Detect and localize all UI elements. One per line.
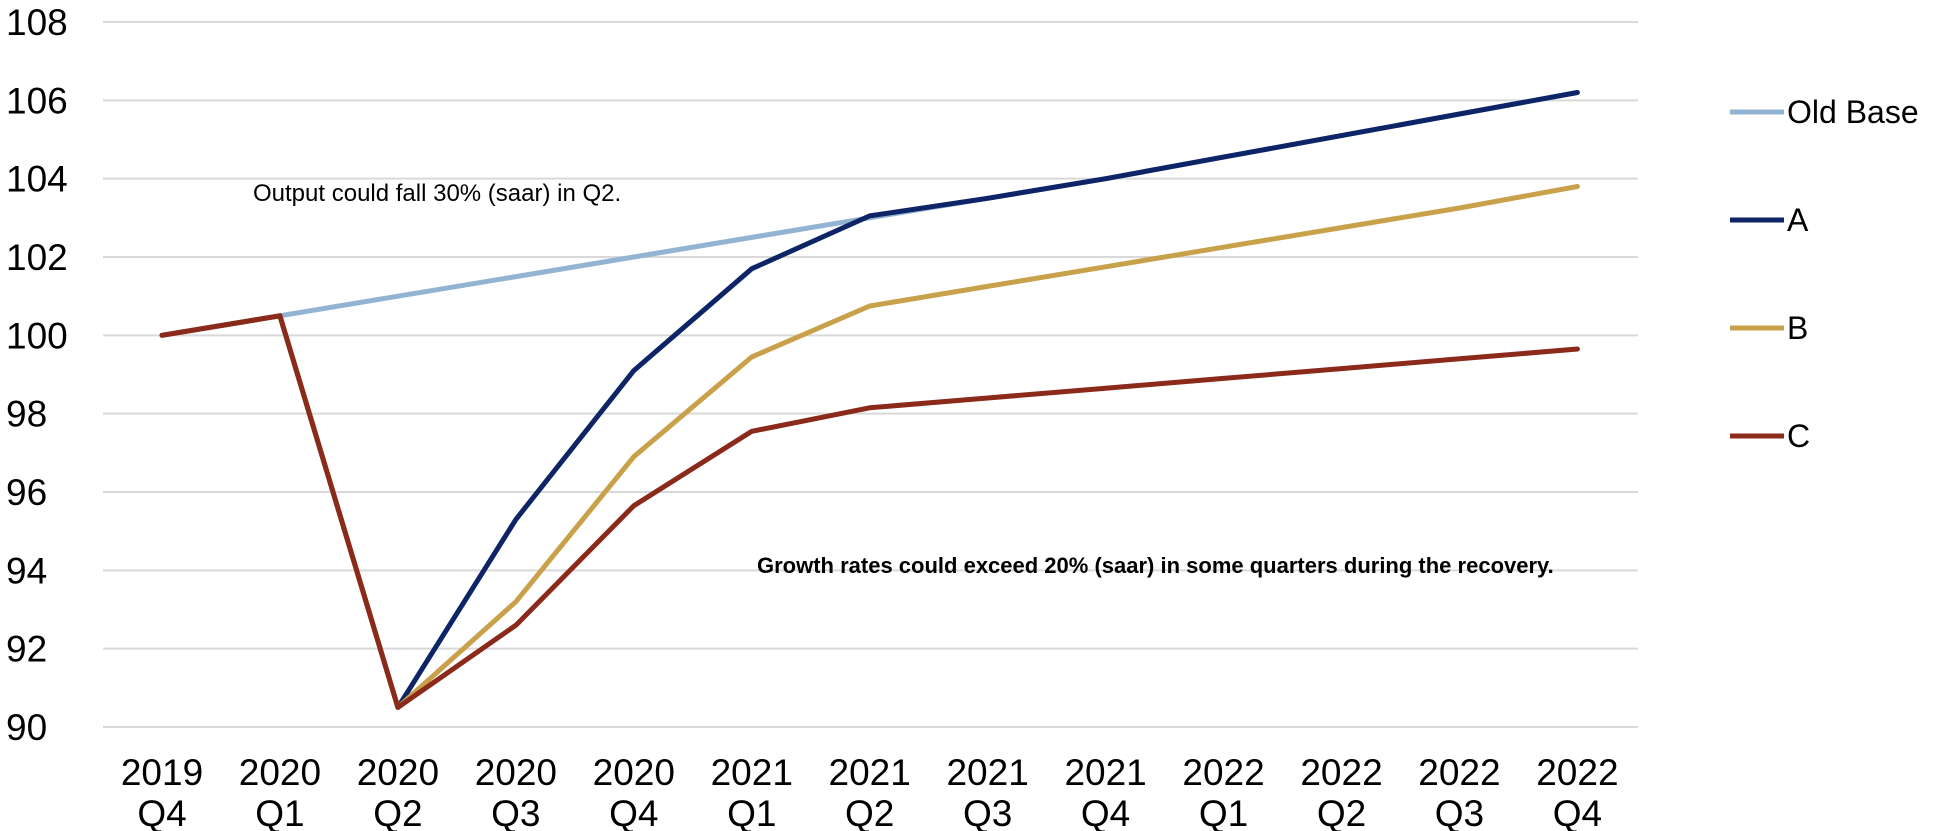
series-lines bbox=[159, 90, 1580, 710]
x-tick-label-year: 2020 bbox=[239, 752, 321, 793]
x-tick-label-quarter: Q4 bbox=[609, 793, 658, 831]
x-tick-label-quarter: Q4 bbox=[137, 793, 186, 831]
x-tick-label-year: 2020 bbox=[475, 752, 557, 793]
x-tick-label-quarter: Q2 bbox=[845, 793, 894, 831]
series-line-c bbox=[159, 313, 1580, 710]
x-tick-label-quarter: Q1 bbox=[727, 793, 776, 831]
y-tick-label: 94 bbox=[6, 550, 47, 591]
x-tick-label-quarter: Q3 bbox=[491, 793, 540, 831]
x-tick-label-year: 2019 bbox=[121, 752, 203, 793]
annotation-growth-rates: Growth rates could exceed 20% (saar) in … bbox=[757, 553, 1554, 578]
x-tick-label-quarter: Q2 bbox=[1317, 793, 1366, 831]
x-axis-ticks: 2019Q42020Q12020Q22020Q32020Q42021Q12021… bbox=[121, 752, 1619, 831]
y-tick-label: 96 bbox=[6, 472, 47, 513]
x-tick-label-quarter: Q4 bbox=[1553, 793, 1602, 831]
x-tick-label-year: 2020 bbox=[593, 752, 675, 793]
x-tick-label-year: 2021 bbox=[946, 752, 1028, 793]
x-tick-label-quarter: Q2 bbox=[373, 793, 422, 831]
x-tick-label-year: 2021 bbox=[829, 752, 911, 793]
y-tick-label: 100 bbox=[6, 315, 68, 356]
x-tick-label-year: 2021 bbox=[1064, 752, 1146, 793]
x-tick-label-quarter: Q1 bbox=[255, 793, 304, 831]
x-tick-label-quarter: Q4 bbox=[1081, 793, 1130, 831]
y-tick-label: 90 bbox=[6, 707, 47, 748]
y-tick-label: 92 bbox=[6, 629, 47, 670]
legend-label: Old Base bbox=[1787, 94, 1919, 130]
x-tick-label-year: 2022 bbox=[1536, 752, 1618, 793]
x-tick-label-year: 2022 bbox=[1418, 752, 1500, 793]
gridlines bbox=[103, 21, 1638, 728]
x-tick-label-year: 2022 bbox=[1300, 752, 1382, 793]
legend-label: A bbox=[1787, 202, 1809, 238]
y-tick-label: 98 bbox=[6, 394, 47, 435]
y-axis-ticks: 90 92 94 96 98 100 102 104 106 108 bbox=[6, 2, 68, 748]
y-tick-label: 104 bbox=[6, 159, 68, 200]
x-tick-label-year: 2020 bbox=[357, 752, 439, 793]
x-tick-label-quarter: Q3 bbox=[1435, 793, 1484, 831]
legend-label: C bbox=[1787, 418, 1810, 454]
x-tick-label-year: 2021 bbox=[711, 752, 793, 793]
legend-label: B bbox=[1787, 310, 1808, 346]
y-tick-label: 108 bbox=[6, 2, 68, 43]
annotation-output-fall: Output could fall 30% (saar) in Q2. bbox=[253, 180, 621, 207]
y-tick-label: 102 bbox=[6, 237, 68, 278]
y-tick-label: 106 bbox=[6, 80, 68, 121]
x-tick-label-quarter: Q1 bbox=[1199, 793, 1248, 831]
x-tick-label-year: 2022 bbox=[1182, 752, 1264, 793]
x-tick-label-quarter: Q3 bbox=[963, 793, 1012, 831]
legend: Old Base A B C bbox=[1730, 94, 1919, 454]
annotations: Output could fall 30% (saar) in Q2. Growt… bbox=[253, 180, 1554, 578]
